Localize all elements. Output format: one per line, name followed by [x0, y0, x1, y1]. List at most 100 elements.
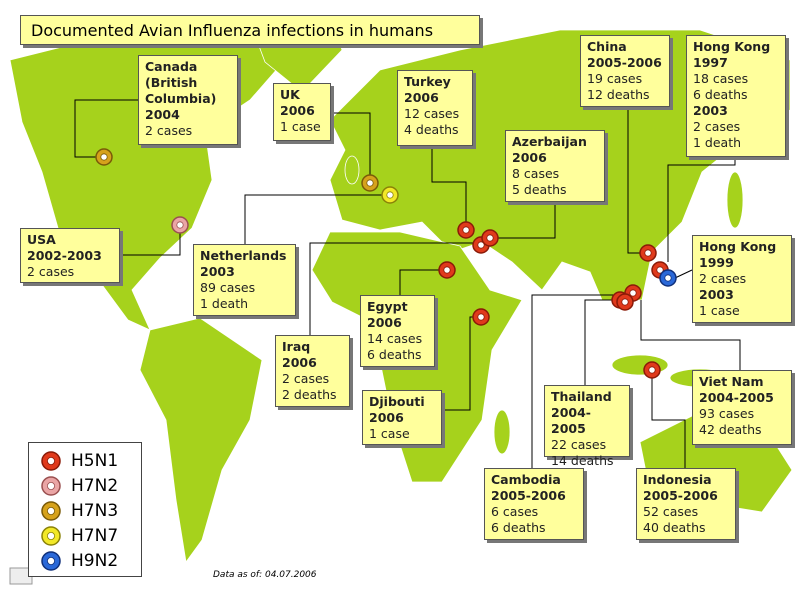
callout-line: 2006	[280, 103, 315, 118]
marker-center	[644, 249, 652, 257]
footnote: Data as of: 04.07.2006	[213, 570, 317, 580]
callout-line: 6 deaths	[491, 520, 546, 535]
callout-line: 52 cases	[643, 504, 699, 519]
callout: Cambodia 2005-2006 6 cases 6 deaths	[484, 468, 584, 540]
callout-line: Netherlands	[200, 248, 287, 263]
callout-line: 2004-2005	[551, 405, 591, 436]
leader-line	[309, 242, 473, 335]
marker-center	[656, 266, 664, 274]
callout-line: 4 deaths	[404, 122, 459, 137]
leader-line	[627, 107, 640, 254]
callout-line: Turkey	[404, 74, 451, 89]
title: Documented Avian Influenza infections in…	[20, 15, 480, 45]
callout-line: Columbia)	[145, 91, 217, 106]
legend-label: H7N7	[71, 526, 119, 546]
callout-line: 14 cases	[367, 331, 423, 346]
callout-line: Viet Nam	[699, 374, 764, 389]
callout-line: 8 cases	[512, 166, 560, 181]
leader-line	[651, 378, 686, 468]
marker-center	[477, 313, 485, 321]
callout-line: 89 cases	[200, 280, 256, 295]
callout-line: 1997	[693, 55, 728, 70]
south-america	[139, 317, 263, 564]
leader-line	[674, 269, 693, 279]
leader-line	[399, 269, 439, 295]
callout: Viet Nam 2004-2005 93 cases 42 deaths	[692, 370, 792, 445]
leader-line	[74, 99, 138, 158]
leader-line	[498, 202, 556, 239]
callout-line: 2006	[404, 90, 439, 105]
callout-line: 2006	[282, 355, 317, 370]
leader-line	[584, 299, 612, 385]
callout: Hong Kong 1997 18 cases 6 deaths 2003 2 cases…	[686, 35, 786, 157]
callout-line: 6 deaths	[693, 87, 748, 102]
callout: Djibouti 2006 1 case	[362, 390, 442, 445]
callout: Egypt 2006 14 cases 6 deaths	[360, 295, 435, 367]
callout: Iraq 2006 2 cases 2 deaths	[275, 335, 350, 407]
callout-line: 2004-2005	[699, 390, 774, 405]
callout-line: Djibouti	[369, 394, 425, 409]
marker-center	[629, 289, 637, 297]
callout-line: 1999	[699, 255, 734, 270]
callout: China 2005-2006 19 cases 12 deaths	[580, 35, 670, 107]
marker-center	[443, 266, 451, 274]
marker-center	[46, 506, 55, 515]
callout-line: Indonesia	[643, 472, 712, 487]
callout-line: 12 cases	[404, 106, 460, 121]
marker-center	[477, 241, 485, 249]
callout-line: 1 case	[369, 426, 410, 441]
legend-label: H5N1	[71, 451, 119, 471]
legend-item: H9N2	[29, 549, 141, 574]
leader-line	[331, 112, 371, 175]
callout-line: 2006	[369, 410, 404, 425]
callout-line: 2006	[512, 150, 547, 165]
callout-line: 2003	[699, 287, 734, 302]
japan	[726, 171, 744, 229]
callout-line: 2 cases	[27, 264, 75, 279]
marker-center	[46, 531, 55, 540]
callout: Turkey 2006 12 cases 4 deaths	[397, 70, 473, 146]
callout-line: 2005-2006	[643, 488, 718, 503]
callout-line: Azerbaijan	[512, 134, 587, 149]
callout-line: 2005-2006	[587, 55, 662, 70]
callout-line: 6 cases	[491, 504, 539, 519]
callout-line: 6 deaths	[367, 347, 422, 362]
callout: UK 2006 1 case	[273, 83, 331, 141]
uk-island	[344, 155, 360, 185]
marker-center	[366, 179, 374, 187]
legend-symbol	[41, 551, 61, 571]
callout-line: 1 death	[693, 135, 742, 150]
callout-line: 5 deaths	[512, 182, 567, 197]
callout-line: 40 deaths	[643, 520, 706, 535]
marker-center	[46, 481, 55, 490]
marker-center	[664, 274, 672, 282]
callout-line: 14 deaths	[551, 453, 614, 468]
leader-line	[531, 294, 625, 468]
marker-center	[100, 153, 108, 161]
leader-lines	[74, 99, 741, 468]
legend: H5N1 H7N2 H7N3 H7N7 H9N2	[28, 442, 142, 577]
callout-line: 12 deaths	[587, 87, 650, 102]
callout-line: 19 cases	[587, 71, 643, 86]
marker-center	[648, 366, 656, 374]
marker-center	[46, 456, 55, 465]
callout-line: Thailand	[551, 389, 612, 404]
callout: Indonesia 2005-2006 52 cases 40 deaths	[636, 468, 736, 540]
markers	[95, 148, 677, 379]
callout-line: 22 cases	[551, 437, 607, 452]
marker-center	[621, 298, 629, 306]
callout: Azerbaijan 2006 8 cases 5 deaths	[505, 130, 605, 202]
marker-center	[462, 226, 470, 234]
marker-center	[386, 191, 394, 199]
legend-item: H7N3	[29, 499, 141, 524]
callout-line: 2 cases	[145, 123, 193, 138]
madagascar	[493, 409, 511, 455]
callout-line: Iraq	[282, 339, 311, 354]
legend-item: H5N1	[29, 449, 141, 474]
leader-line	[120, 233, 181, 256]
leader-line	[442, 316, 473, 411]
legend-item: H7N7	[29, 524, 141, 549]
legend-symbol	[41, 451, 61, 471]
callout: Thailand 2004-2005 22 cases 14 deaths	[544, 385, 630, 468]
